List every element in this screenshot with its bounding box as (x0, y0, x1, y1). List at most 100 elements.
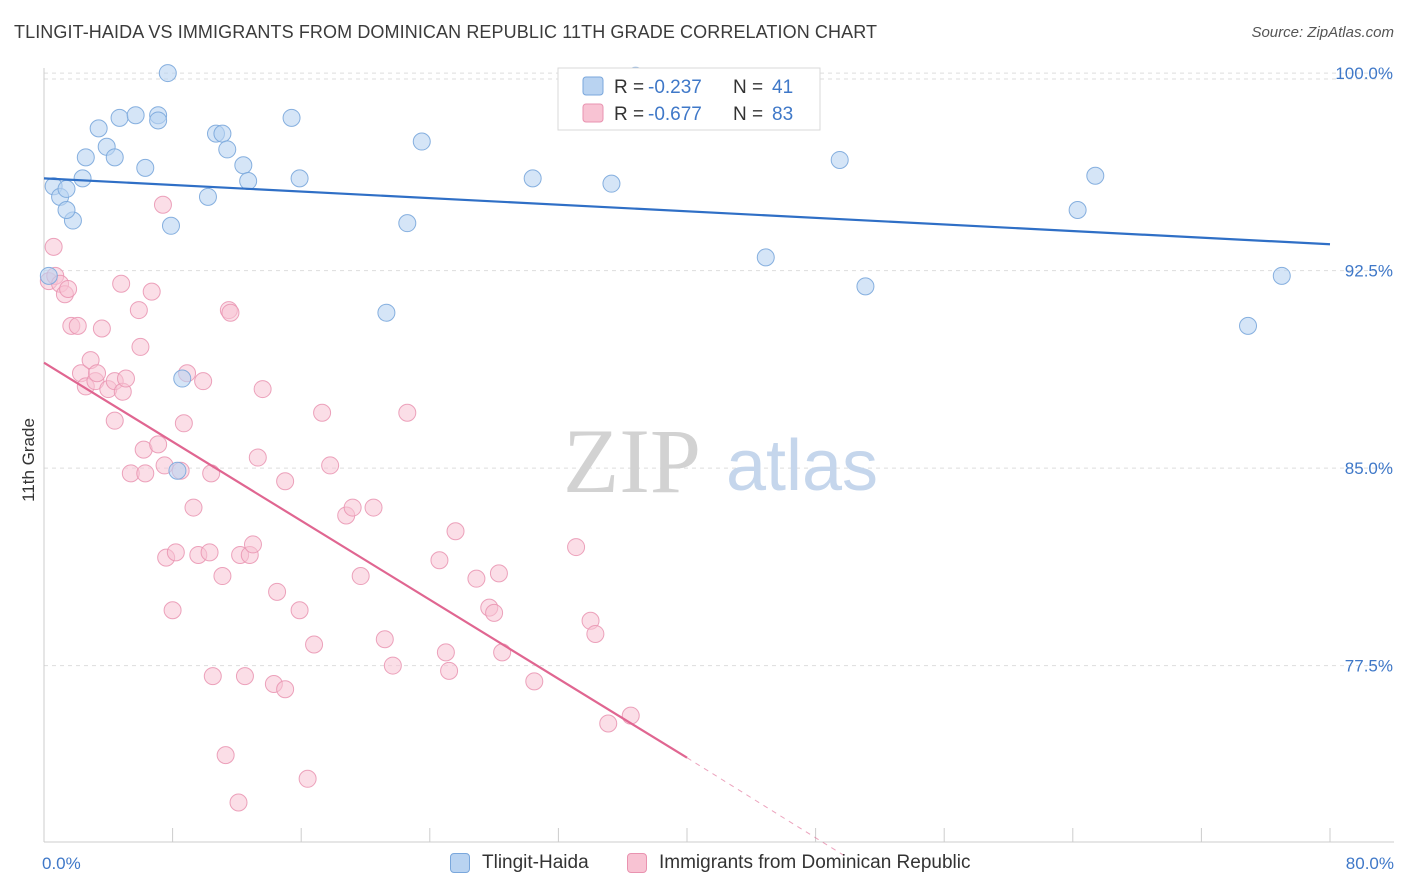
data-point-dominican (621, 706, 640, 725)
data-point-tlingit (398, 214, 417, 233)
stats-n-value: 83 (772, 104, 793, 125)
data-point-dominican (229, 793, 248, 812)
data-point-tlingit (213, 124, 232, 143)
legend-swatch-pink (627, 853, 647, 873)
data-point-tlingit (234, 156, 253, 175)
data-point-dominican (351, 567, 370, 586)
data-point-dominican (398, 403, 417, 422)
data-point-dominican (149, 435, 168, 454)
data-point-dominican (221, 303, 240, 322)
data-point-dominican (44, 237, 63, 256)
data-point-dominican (131, 337, 150, 356)
legend-label-dominican: Immigrants from Dominican Republic (659, 852, 971, 873)
data-point-dominican (203, 667, 222, 686)
y-tick-label: 100.0% (1335, 64, 1393, 83)
x-tick-label: 80.0% (1346, 854, 1394, 873)
data-point-dominican (200, 543, 219, 562)
data-point-tlingit (39, 266, 58, 285)
data-point-dominican (136, 464, 155, 483)
data-point-tlingit (412, 132, 431, 151)
data-point-dominican (489, 564, 508, 583)
data-point-dominican (446, 522, 465, 541)
data-point-dominican (290, 601, 309, 620)
axes (43, 68, 1394, 843)
stats-r-value: -0.677 (648, 104, 702, 125)
data-point-tlingit (173, 369, 192, 388)
data-point-tlingit (239, 172, 258, 191)
x-tick-label: 0.0% (42, 854, 81, 873)
stats-legend: R = -0.237 N = 41 R = -0.677 N = 83 (557, 67, 821, 131)
data-point-tlingit (126, 106, 145, 125)
series-legend: Tlingit-Haida Immigrants from Dominican … (0, 852, 1406, 880)
data-point-tlingit (57, 179, 76, 198)
data-point-dominican (253, 380, 272, 399)
data-point-tlingit (282, 108, 301, 127)
data-point-dominican (68, 316, 87, 335)
data-point-tlingit (1272, 266, 1291, 285)
watermark-atlas: atlas (726, 426, 878, 506)
data-point-dominican (202, 464, 221, 483)
data-point-dominican (430, 551, 449, 570)
data-point-dominican (364, 498, 383, 517)
data-point-tlingit (602, 174, 621, 193)
data-point-dominican (235, 667, 254, 686)
y-tick-label: 77.5% (1345, 657, 1393, 676)
data-point-dominican (467, 569, 486, 588)
data-point-dominican (525, 672, 544, 691)
stats-n-label: N = (733, 77, 763, 98)
data-point-dominican (166, 543, 185, 562)
data-point-dominican (485, 603, 504, 622)
y-tick-label: 92.5% (1345, 262, 1393, 281)
data-point-dominican (243, 535, 262, 554)
trend-lines (43, 177, 1331, 859)
stats-r-value: -0.237 (648, 77, 702, 98)
data-point-dominican (321, 456, 340, 475)
data-point-dominican (375, 630, 394, 649)
stats-r-label: R = (614, 104, 644, 125)
data-point-tlingit (105, 148, 124, 167)
data-point-tlingit (73, 169, 92, 188)
data-point-dominican (213, 567, 232, 586)
data-point-tlingit (161, 216, 180, 235)
data-point-tlingit (136, 158, 155, 177)
data-point-dominican (59, 280, 78, 298)
stats-n-value: 41 (772, 77, 793, 98)
data-point-tlingit (1086, 166, 1105, 185)
data-point-dominican (112, 274, 131, 293)
data-point-dominican (105, 411, 124, 430)
data-point-dominican (313, 403, 332, 422)
data-point-dominican (440, 661, 459, 680)
data-point-dominican (216, 746, 235, 765)
data-point-dominican (276, 472, 295, 491)
data-point-dominican (248, 448, 267, 467)
data-point-dominican (298, 769, 317, 788)
chart-title: TLINGIT-HAIDA VS IMMIGRANTS FROM DOMINIC… (14, 22, 878, 42)
data-point-tlingit (198, 187, 217, 206)
data-point-dominican (436, 643, 455, 662)
stats-swatch-blue (582, 76, 604, 96)
data-point-dominican (174, 414, 193, 433)
data-point-dominican (184, 498, 203, 517)
data-point-tlingit (1068, 201, 1087, 219)
data-point-tlingit (110, 108, 129, 127)
stats-n-label: N = (733, 104, 763, 125)
data-point-tlingit (57, 201, 76, 219)
data-point-dominican (88, 364, 107, 383)
legend-item-dominican[interactable]: Immigrants from Dominican Republic (627, 852, 971, 874)
legend-item-tlingit[interactable]: Tlingit-Haida (450, 852, 589, 874)
watermark: ZIP atlas (563, 410, 878, 512)
stats-r-label: R = (614, 77, 644, 98)
data-point-dominican (586, 624, 605, 643)
data-point-tlingit (89, 119, 108, 138)
trend-line-dominican (43, 361, 688, 759)
data-point-dominican (129, 301, 148, 320)
data-point-tlingit (290, 169, 309, 188)
stats-swatch-pink (582, 103, 604, 123)
data-point-dominican (92, 319, 111, 338)
data-point-tlingit (856, 277, 875, 296)
data-point-tlingit (523, 169, 542, 188)
data-point-dominican (567, 538, 586, 557)
data-point-tlingit (158, 64, 177, 83)
data-point-dominican (268, 582, 287, 601)
